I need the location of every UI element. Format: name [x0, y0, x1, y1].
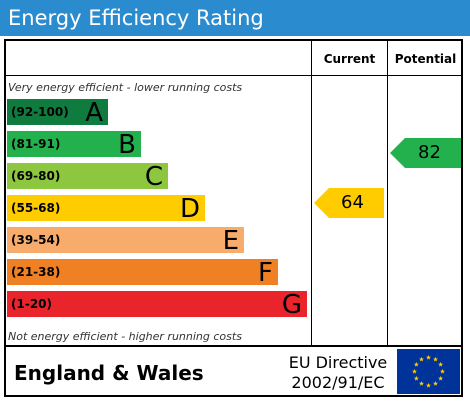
eu-star-icon [438, 361, 444, 367]
current-rating-arrow: 64 [314, 188, 384, 218]
potential-column-header: Potential [394, 52, 457, 66]
band-range-label: (92-100) [11, 105, 69, 119]
eu-star-icon [438, 375, 444, 381]
potential-column-divider [387, 39, 388, 345]
note-inefficient: Not energy efficient - higher running co… [8, 330, 242, 343]
rating-band-d: (55-68) D [7, 194, 205, 224]
rating-band-c: (69-80) C [7, 162, 168, 192]
band-range-label: (1-20) [11, 297, 52, 311]
band-letter: D [179, 194, 200, 224]
eu-star-icon [413, 375, 419, 381]
potential-rating-value: 82 [418, 142, 441, 163]
potential-arrow-shape [390, 138, 461, 168]
band-range-label: (81-91) [11, 137, 61, 151]
directive-line-1: EU Directive [288, 353, 388, 372]
band-range-label: (55-68) [11, 201, 61, 215]
band-letter: B [118, 130, 136, 160]
eu-star-icon [426, 354, 431, 360]
band-letter: E [222, 226, 239, 256]
eu-star-icon [433, 381, 438, 386]
eu-star-icon [440, 368, 445, 374]
rating-frame [4, 39, 463, 397]
note-efficient: Very energy efficient - lower running co… [8, 81, 243, 94]
band-letter: G [281, 290, 302, 320]
band-letter: A [85, 98, 103, 128]
current-column-divider [311, 39, 312, 345]
eu-star-icon [419, 381, 424, 386]
band-range-label: (39-54) [11, 233, 61, 247]
potential-rating-arrow: 82 [390, 138, 461, 168]
band-letter: C [144, 162, 163, 192]
band-range-label: (69-80) [11, 169, 61, 183]
eu-star-icon [419, 356, 424, 362]
title-bar: Energy Efficiency Rating [0, 0, 470, 36]
band-range-label: (21-38) [11, 265, 61, 279]
header-divider [5, 75, 463, 76]
country-label: England & Wales [14, 361, 204, 385]
directive-line-2: 2002/91/EC [291, 373, 385, 392]
current-rating-value: 64 [341, 192, 364, 213]
current-arrow-shape [314, 188, 384, 218]
eu-star-icon [433, 356, 438, 362]
current-column-header: Current [323, 52, 376, 66]
footer-divider [5, 345, 463, 347]
rating-band-g: (1-20) G [7, 290, 307, 320]
eu-flag-icon [397, 349, 460, 394]
eu-star-icon [413, 361, 419, 367]
rating-band-f: (21-38) F [7, 258, 278, 288]
eu-star-icon [412, 368, 417, 374]
rating-band-e: (39-54) E [7, 226, 244, 256]
band-letter: F [258, 258, 273, 288]
eu-star-icon [426, 382, 431, 388]
page-title: Energy Efficiency Rating [8, 6, 264, 30]
rating-band-b: (81-91) B [7, 130, 141, 160]
rating-band-a: (92-100) A [7, 98, 108, 128]
